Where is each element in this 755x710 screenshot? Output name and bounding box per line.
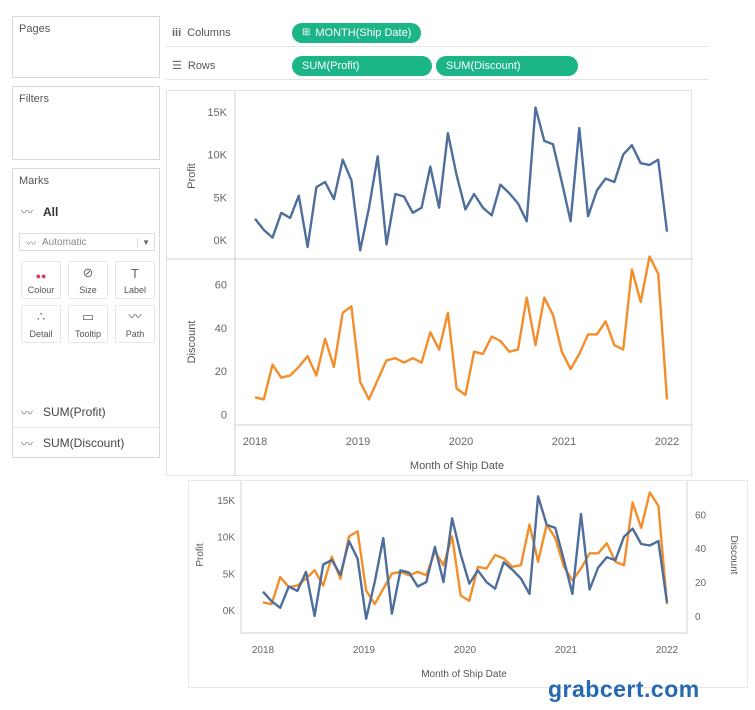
right-y-tick-label: 20 — [695, 578, 707, 589]
x-axis-title: Month of Ship Date — [421, 669, 507, 680]
right-y-tick-label: 0 — [695, 612, 701, 623]
line-mark-icon: 〰 — [21, 436, 34, 451]
tooltip-icon: ▭ — [81, 309, 95, 324]
left-y-axis-title: Profit — [195, 543, 206, 567]
watermark: grabcert.com — [548, 676, 700, 702]
y-tick-label: 15K — [207, 107, 227, 119]
label-icon: T — [131, 266, 139, 281]
left-y-tick-label: 0K — [223, 606, 236, 617]
series-line-discount — [254, 255, 669, 401]
mark-size-label: Size — [79, 285, 97, 295]
filters-card[interactable]: Filters — [12, 86, 160, 160]
line-mark-icon: 〰 — [21, 205, 34, 219]
measure-divider — [13, 427, 159, 428]
path-icon: 〰 — [128, 309, 142, 324]
mark-label-button[interactable]: T Label — [115, 261, 155, 299]
mark-tooltip-button[interactable]: ▭ Tooltip — [68, 305, 108, 343]
y-tick-label: 40 — [215, 323, 227, 335]
dual-axis-chart-view: 0K 5K 10K 15K 0 20 40 60 Profit Discount 2018 2019 2… — [188, 480, 748, 688]
right-y-tick-label: 60 — [695, 510, 707, 521]
x-tick-label: 2018 — [252, 645, 275, 656]
stacked-line-chart: 0K 5K 10K 15K Profit 0 20 40 60 Discount 2018 2019 2… — [167, 91, 693, 475]
mark-colour-button[interactable]: ●● Colour — [21, 261, 61, 299]
rows-shelf-label: ☰ Rows — [166, 59, 288, 73]
line-mark-icon: 〰 — [26, 238, 36, 250]
series-line-profit — [254, 106, 669, 252]
columns-shelf-label: iii Columns — [166, 27, 288, 39]
marks-all-label: All — [43, 204, 59, 219]
x-tick-label: 2018 — [243, 436, 267, 448]
x-tick-label: 2021 — [552, 436, 576, 448]
colour-icon: ●● — [35, 271, 47, 281]
mark-detail-button[interactable]: ∴ Detail — [21, 305, 61, 343]
rows-label: Rows — [187, 59, 216, 72]
line-mark-icon: 〰 — [21, 405, 34, 420]
columns-label: Columns — [187, 26, 231, 39]
left-y-tick-label: 10K — [217, 533, 235, 544]
stacked-chart-view: 0K 5K 10K 15K Profit 0 20 40 60 Discount 2018 2019 2… — [166, 90, 693, 476]
y-axis-title: Discount — [186, 321, 198, 364]
mark-size-button[interactable]: ⊘ Size — [68, 261, 108, 299]
dual-axis-line-chart: 0K 5K 10K 15K 0 20 40 60 Profit Discount 2018 2019 2… — [195, 481, 739, 680]
mark-type-dropdown[interactable]: 〰 Automatic ▼ — [19, 233, 155, 251]
mark-label-label: Label — [123, 285, 147, 295]
series-line-profit — [262, 495, 669, 621]
measure-discount-label: SUM(Discount) — [43, 436, 125, 450]
left-y-tick-label: 5K — [223, 569, 236, 580]
pages-card[interactable]: Pages — [12, 16, 160, 78]
expand-icon: ⊞ — [302, 27, 311, 38]
marks-all-tab[interactable]: 〰 All — [21, 203, 58, 220]
x-tick-label: 2020 — [449, 436, 473, 448]
marks-card: Marks 〰 All 〰 Automatic ▼ ●● Colour ⊘ Size T… — [12, 168, 160, 458]
chevron-down-icon: ▼ — [137, 237, 154, 247]
detail-icon: ∴ — [36, 309, 46, 324]
mark-path-label: Path — [125, 329, 145, 339]
x-tick-label: 2019 — [346, 436, 370, 448]
right-y-tick-label: 40 — [695, 544, 707, 555]
mark-path-button[interactable]: 〰 Path — [115, 305, 155, 343]
left-y-tick-label: 15K — [217, 496, 235, 507]
right-y-axis-title: Discount — [728, 536, 739, 575]
pill-sum-profit[interactable]: SUM(Profit) — [292, 55, 432, 76]
measure-discount[interactable]: 〰 SUM(Discount) — [21, 430, 124, 456]
x-tick-label: 2020 — [454, 645, 477, 656]
mark-detail-label: Detail — [29, 329, 53, 339]
x-tick-label: 2021 — [555, 645, 578, 656]
rows-shelf[interactable]: ☰ Rows SUM(Profit) SUM(Discount) — [166, 52, 708, 80]
pages-title: Pages — [19, 23, 51, 35]
mark-type-value: Automatic — [42, 236, 87, 248]
pill-month-ship-date-label: MONTH(Ship Date) — [315, 26, 412, 39]
x-axis-title: Month of Ship Date — [410, 460, 504, 472]
x-tick-label: 2022 — [656, 645, 679, 656]
measure-profit-label: SUM(Profit) — [43, 405, 106, 419]
y-tick-label: 5K — [214, 192, 228, 204]
pill-month-ship-date[interactable]: ⊞ MONTH(Ship Date) — [292, 22, 422, 43]
y-axis-title: Profit — [186, 163, 198, 189]
mark-colour-label: Colour — [27, 285, 55, 295]
filters-title: Filters — [19, 93, 49, 105]
measure-profit[interactable]: 〰 SUM(Profit) — [21, 399, 106, 425]
series-line-discount — [262, 491, 669, 606]
mark-tooltip-label: Tooltip — [74, 329, 101, 339]
y-tick-label: 10K — [207, 150, 227, 162]
x-tick-label: 2022 — [655, 436, 679, 448]
marks-title: Marks — [19, 175, 49, 187]
x-tick-label: 2019 — [353, 645, 376, 656]
columns-shelf[interactable]: iii Columns ⊞ MONTH(Ship Date) — [166, 19, 708, 47]
columns-icon: iii — [172, 26, 182, 39]
y-tick-label: 20 — [215, 366, 227, 378]
y-tick-label: 0 — [221, 410, 227, 422]
size-icon: ⊘ — [82, 265, 94, 280]
pill-sum-discount[interactable]: SUM(Discount) — [436, 55, 578, 76]
rows-icon: ☰ — [172, 60, 182, 72]
y-tick-label: 0K — [214, 235, 228, 247]
y-tick-label: 60 — [215, 280, 227, 292]
